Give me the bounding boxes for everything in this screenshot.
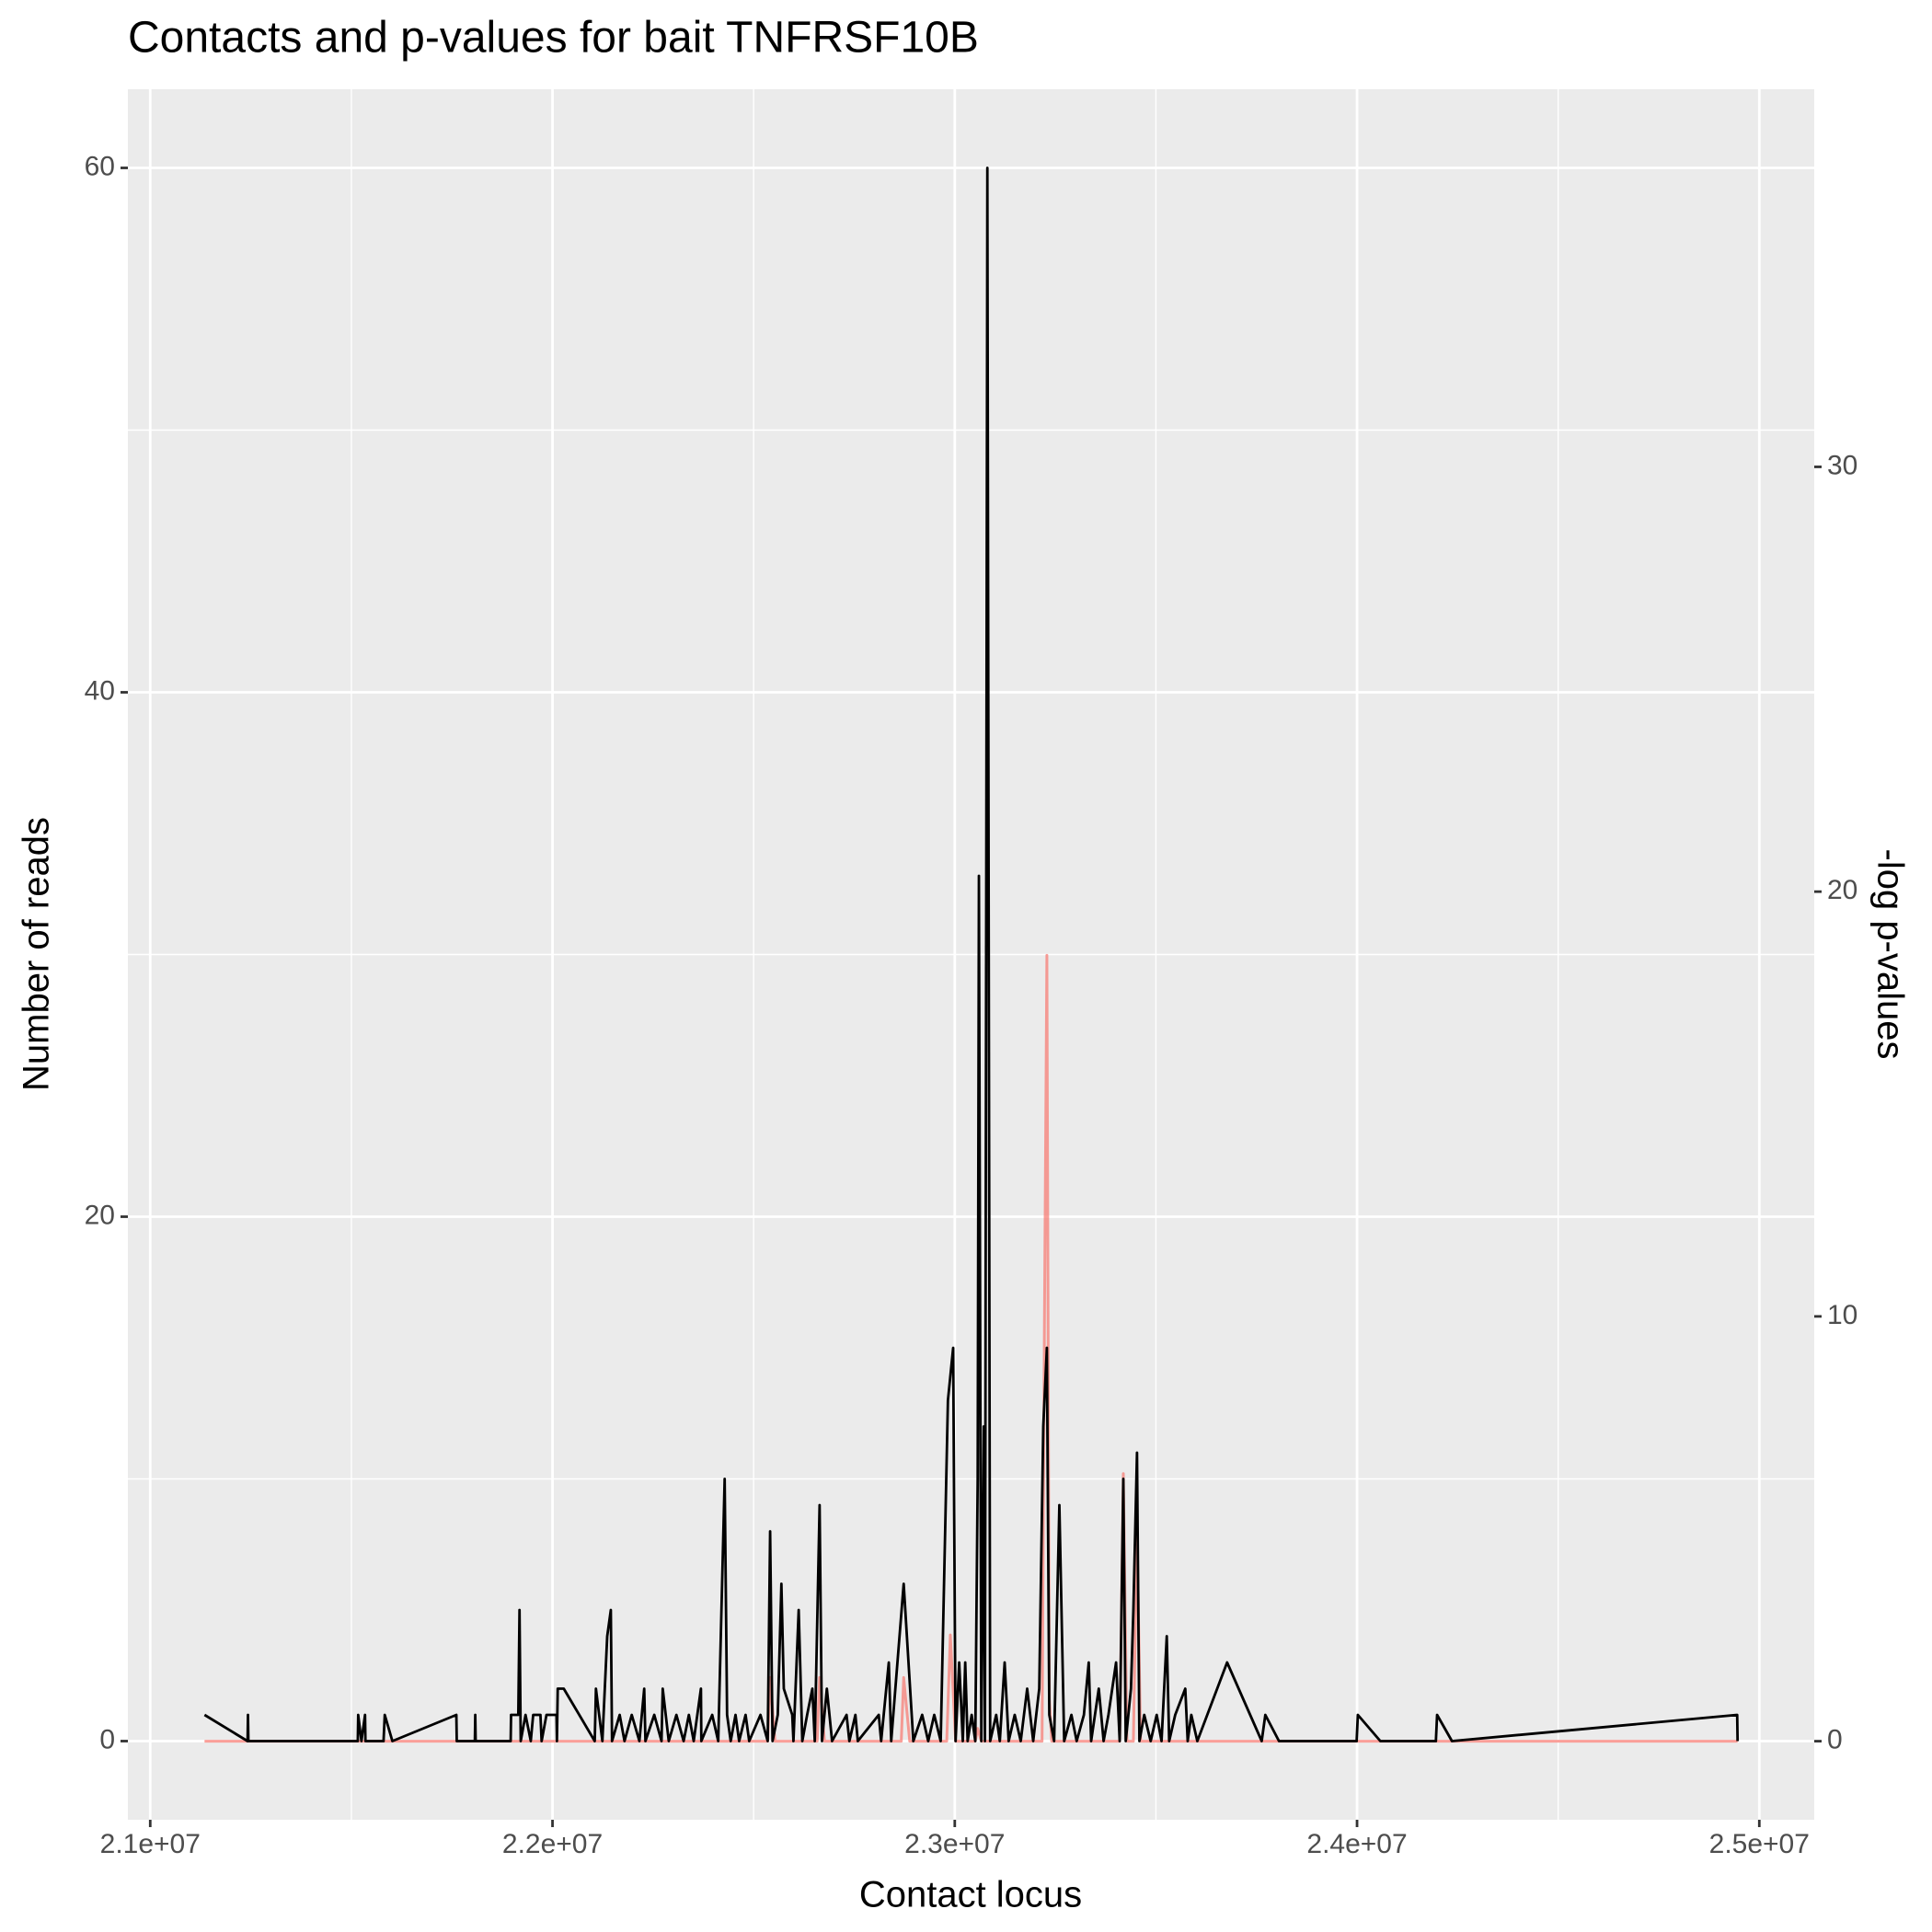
data-line bbox=[203, 167, 1740, 1742]
x-axis-title: Contact locus bbox=[859, 1875, 1082, 1915]
y-tick-label: 0 bbox=[99, 1724, 115, 1754]
y-tick-label: 40 bbox=[85, 675, 115, 706]
x-tick-label: 2.4e+07 bbox=[1306, 1829, 1407, 1859]
y2-tick-label: 0 bbox=[1827, 1725, 1843, 1755]
x-tick-label: 2.1e+07 bbox=[100, 1829, 201, 1859]
y-tick-label: 60 bbox=[85, 151, 115, 181]
y2-axis-title: -log p-values bbox=[1869, 848, 1910, 1059]
y2-tick-label: 20 bbox=[1827, 875, 1857, 905]
x-tick-label: 2.3e+07 bbox=[904, 1829, 1005, 1859]
y-tick-label: 20 bbox=[85, 1200, 115, 1230]
y2-tick-label: 30 bbox=[1827, 450, 1857, 480]
chart-title: Contacts and p-values for bait TNFRSF10B bbox=[128, 14, 979, 63]
y2-tick-label: 10 bbox=[1827, 1300, 1857, 1330]
y-axis-title: Number of reads bbox=[17, 817, 57, 1091]
x-tick-label: 2.5e+07 bbox=[1709, 1829, 1810, 1859]
x-tick-label: 2.2e+07 bbox=[502, 1829, 603, 1859]
